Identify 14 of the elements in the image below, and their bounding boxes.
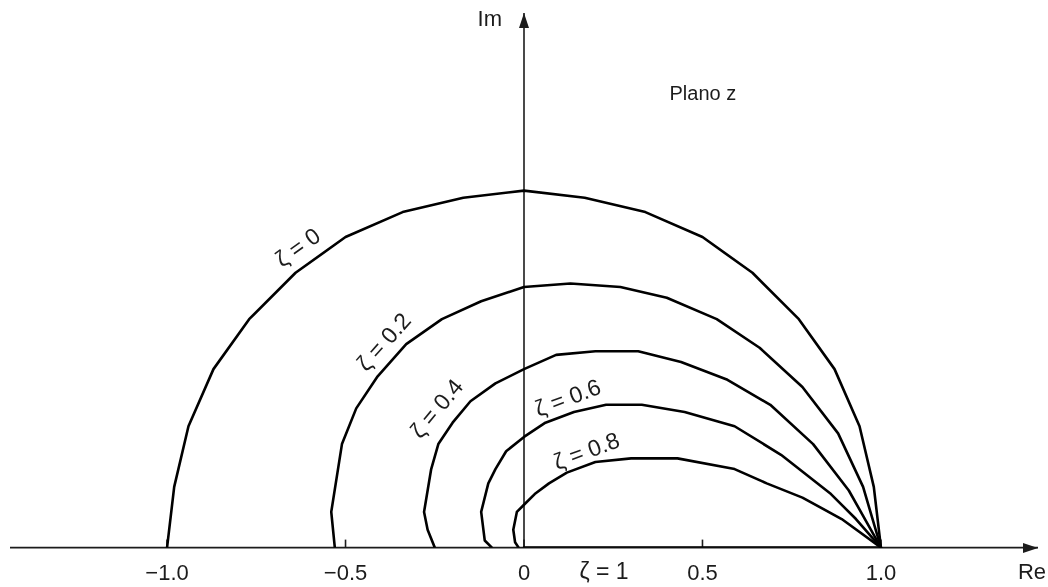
x-axis-title: Re (1017, 558, 1046, 584)
x-tick-label: −1.0 (145, 559, 189, 585)
x-tick-label: −0.5 (323, 559, 368, 585)
text: Plano z (669, 82, 737, 105)
text: ζ = 0.8 (549, 426, 624, 475)
text: ζ = 0.4 (404, 373, 469, 443)
x-tick-label: 1.0 (865, 559, 897, 585)
text: Im (477, 6, 502, 32)
x-tick-label: 0 (517, 559, 531, 585)
text: ζ = 0.2 (351, 307, 416, 376)
text: ζ = 0 (269, 222, 326, 273)
text: ζ = 0.6 (531, 373, 605, 422)
x-tick-label: 0.5 (687, 559, 718, 585)
series-label: ζ = 1 (579, 557, 629, 584)
